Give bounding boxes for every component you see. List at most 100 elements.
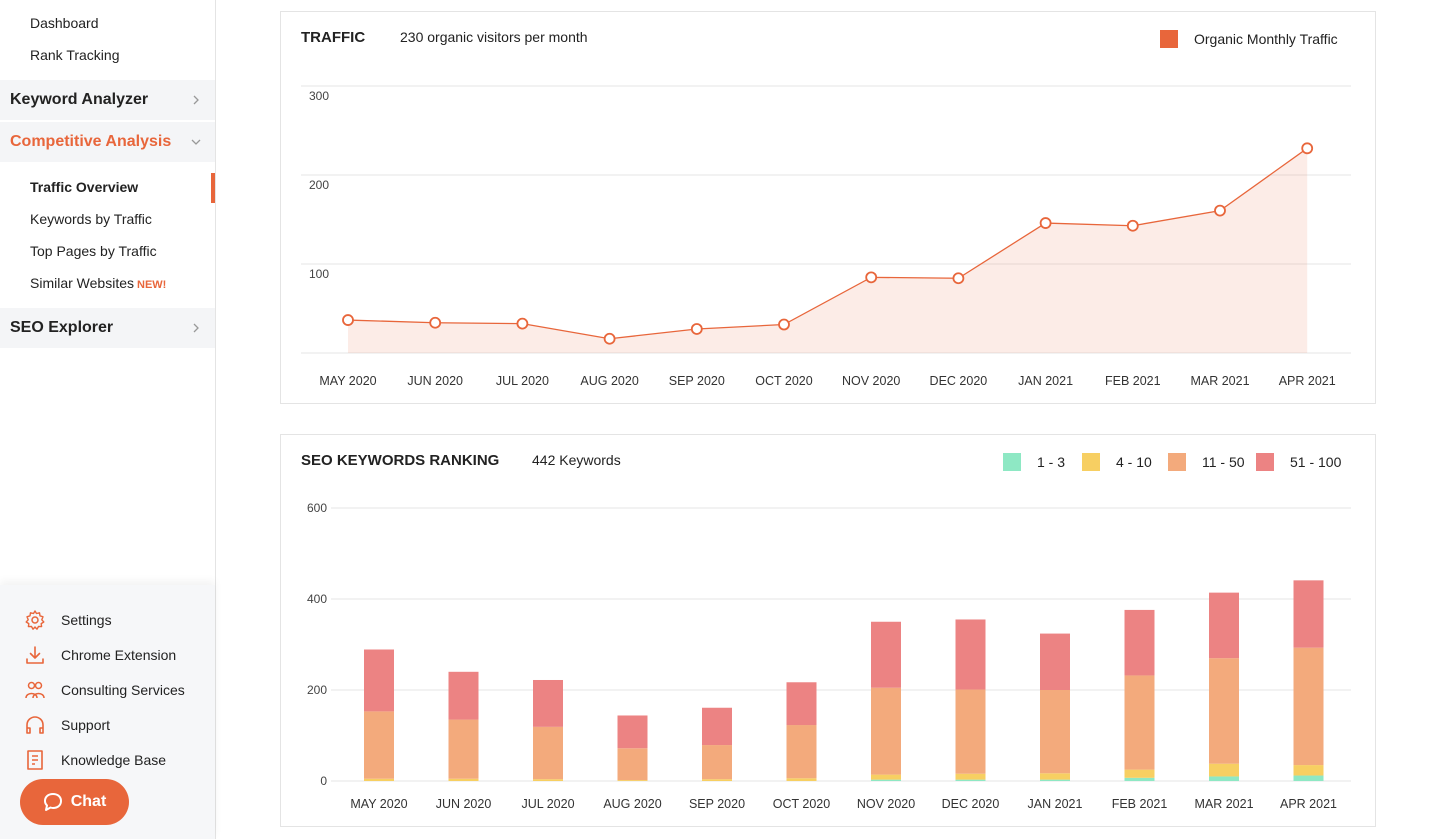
settings-link[interactable]: Settings	[24, 608, 112, 632]
y-tick-label: 0	[320, 774, 327, 788]
data-point	[1039, 217, 1052, 229]
data-point	[865, 271, 878, 284]
x-tick-label: JAN 2021	[1028, 797, 1083, 811]
bar-segment	[955, 779, 986, 781]
x-tick-label: OCT 2020	[773, 797, 830, 811]
sidebar-item-dashboard[interactable]: Dashboard	[30, 15, 99, 31]
bar-segment	[1040, 690, 1070, 774]
sidebar-item-traffic-overview[interactable]: Traffic Overview	[30, 179, 139, 195]
consulting-services-label: Consulting Services	[61, 682, 185, 698]
gear-icon	[25, 610, 45, 630]
bar-segment	[364, 649, 394, 712]
sidebar-item-top-pages-by-traffic[interactable]: Top Pages by Traffic	[30, 243, 157, 259]
x-tick-label: AUG 2020	[580, 374, 638, 388]
x-tick-label: JUL 2020	[496, 374, 549, 388]
bar-segment	[617, 780, 648, 781]
y-tick-label: 300	[309, 89, 329, 103]
chevron-right-icon	[193, 323, 199, 333]
keywords-legend-51-100: 51 - 100	[1256, 453, 1341, 471]
keywords-title: SEO KEYWORDS RANKING	[301, 452, 500, 469]
sidebar-section-competitive-analysis[interactable]: Competitive Analysis	[0, 122, 215, 162]
traffic-subtitle: 230 organic visitors per month	[400, 29, 588, 45]
data-point	[1126, 219, 1139, 232]
traffic-legend: Organic Monthly Traffic	[1160, 30, 1338, 48]
x-tick-label: NOV 2020	[842, 374, 900, 388]
sidebar-section-keyword-analyzer[interactable]: Keyword Analyzer	[0, 80, 215, 120]
data-point	[342, 314, 354, 326]
bar-segment	[533, 726, 563, 780]
bar-segment	[955, 689, 986, 774]
x-tick-label: MAY 2020	[319, 374, 376, 388]
chrome-extension-link[interactable]: Chrome Extension	[24, 643, 176, 667]
traffic-line	[347, 147, 1308, 340]
data-point	[1301, 142, 1314, 155]
traffic-title: TRAFFIC	[301, 29, 366, 46]
bar-segment	[533, 679, 563, 727]
bar-segment	[1293, 647, 1324, 766]
sidebar-item-label: Similar Websites	[30, 275, 134, 291]
chat-button[interactable]: Chat	[20, 779, 129, 825]
knowledge-base-label: Knowledge Base	[61, 752, 167, 768]
x-tick-label: APR 2021	[1279, 374, 1336, 388]
bar-segment	[1040, 779, 1070, 781]
people-icon	[25, 681, 45, 699]
data-point	[778, 318, 790, 331]
x-tick-label: AUG 2020	[603, 797, 661, 811]
bar-segment	[617, 715, 648, 749]
legend-swatch	[1082, 453, 1100, 471]
bar-segment	[1209, 763, 1239, 777]
y-tick-label: 200	[309, 178, 329, 192]
bar-segment	[1124, 609, 1155, 676]
data-point	[429, 316, 442, 329]
bar-segment	[1040, 633, 1070, 690]
keywords-subtitle: 442 Keywords	[532, 452, 621, 468]
data-point	[1214, 204, 1226, 217]
data-point	[952, 272, 965, 285]
bar-segment	[955, 773, 986, 780]
support-link[interactable]: Support	[24, 713, 110, 737]
traffic-area	[348, 148, 1308, 353]
settings-label: Settings	[61, 612, 112, 628]
x-tick-label: JUN 2020	[407, 374, 463, 388]
consulting-services-link[interactable]: Consulting Services	[24, 678, 185, 702]
x-tick-label: FEB 2021	[1112, 797, 1168, 811]
bar-segment	[617, 748, 648, 781]
x-tick-label: APR 2021	[1280, 797, 1337, 811]
x-tick-label: JUN 2020	[436, 797, 492, 811]
legend-swatch	[1168, 453, 1186, 471]
legend-label: 11 - 50	[1202, 454, 1245, 470]
keywords-legend-11-50: 11 - 50	[1168, 453, 1245, 471]
legend-label: 4 - 10	[1116, 454, 1152, 470]
bar-segment	[871, 687, 901, 775]
bar-segment	[448, 719, 479, 779]
traffic-card: TRAFFIC 230 organic visitors per month O…	[280, 11, 1376, 404]
sidebar-item-keywords-by-traffic[interactable]: Keywords by Traffic	[30, 211, 152, 227]
knowledge-base-link[interactable]: Knowledge Base	[24, 748, 166, 772]
bar-segment	[871, 621, 901, 688]
x-tick-label: MAR 2021	[1190, 374, 1249, 388]
bar-segment	[702, 745, 732, 780]
sidebar: Dashboard Rank Tracking Keyword Analyzer…	[0, 0, 216, 839]
section-label: Competitive Analysis	[10, 133, 172, 150]
bar-segment	[1124, 769, 1155, 778]
y-tick-label: 600	[307, 501, 327, 515]
legend-swatch	[1256, 453, 1274, 471]
bar-segment	[871, 779, 901, 781]
document-icon	[27, 750, 43, 770]
x-tick-label: DEC 2020	[930, 374, 988, 388]
keywords-chart: 0 200 400 600 MAY 2020 JUN 2020 JUL 2020 AUG 20…	[307, 501, 1351, 811]
bar-segment	[1209, 658, 1239, 764]
y-tick-label: 200	[307, 683, 327, 697]
x-tick-label: SEP 2020	[689, 797, 745, 811]
x-tick-label: SEP 2020	[669, 374, 725, 388]
keywords-card: SEO KEYWORDS RANKING 442 Keywords 1 - 3 …	[280, 434, 1376, 827]
bar-segment	[448, 671, 479, 720]
sidebar-item-similar-websites[interactable]: Similar Websites NEW!	[30, 275, 166, 291]
sidebar-section-seo-explorer[interactable]: SEO Explorer	[0, 308, 215, 348]
legend-label: Organic Monthly Traffic	[1194, 31, 1338, 47]
bar-segment	[702, 707, 732, 746]
chevron-right-icon	[193, 95, 199, 105]
chat-label: Chat	[70, 793, 107, 810]
sidebar-item-rank-tracking[interactable]: Rank Tracking	[30, 47, 120, 63]
bar-segment	[955, 619, 986, 690]
